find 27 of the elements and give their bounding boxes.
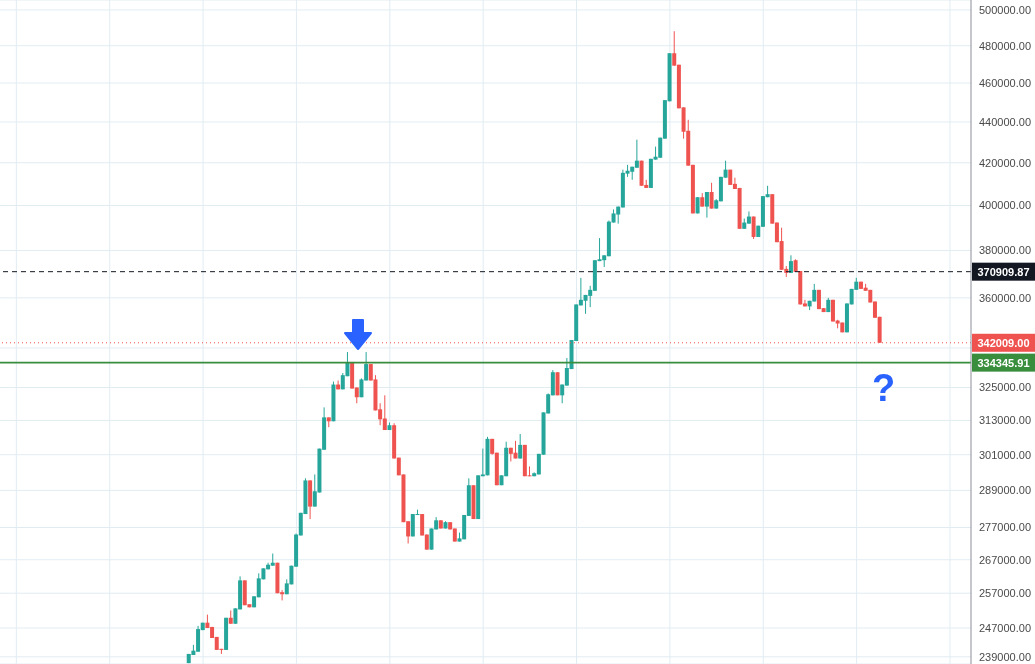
y-tick-label: 480000.00 — [979, 39, 1031, 52]
candlestick — [634, 139, 639, 169]
y-tick-label: 500000.00 — [979, 3, 1031, 16]
y-tick-label: 257000.00 — [979, 587, 1031, 600]
y-tick-label: 460000.00 — [979, 76, 1031, 89]
y-tick-label: 267000.00 — [979, 553, 1031, 566]
y-tick-label: 313000.00 — [979, 414, 1031, 427]
ref-line-label: 334345.91 — [977, 356, 1030, 369]
y-tick-label: 277000.00 — [979, 521, 1031, 534]
candlestick — [382, 394, 387, 431]
y-tick-label: 325000.00 — [979, 381, 1031, 394]
candlestick — [518, 433, 523, 460]
y-tick-label: 360000.00 — [979, 291, 1031, 304]
y-tick-label: 239000.00 — [979, 650, 1031, 663]
y-tick-label: 380000.00 — [979, 244, 1031, 257]
y-tick-label: 247000.00 — [979, 621, 1031, 634]
y-tick-label: 289000.00 — [979, 484, 1031, 497]
candlestick — [709, 182, 714, 210]
y-tick-label: 440000.00 — [979, 115, 1031, 128]
candlestick — [746, 210, 751, 225]
annotation: ? — [872, 366, 896, 410]
y-tick-label: 420000.00 — [979, 156, 1031, 169]
y-tick-label: 400000.00 — [979, 199, 1031, 212]
ref-line-label: 370909.87 — [977, 265, 1030, 278]
candlestick — [704, 191, 709, 219]
ref-line-label: 342009.00 — [977, 336, 1030, 349]
y-tick-label: 301000.00 — [979, 448, 1031, 461]
